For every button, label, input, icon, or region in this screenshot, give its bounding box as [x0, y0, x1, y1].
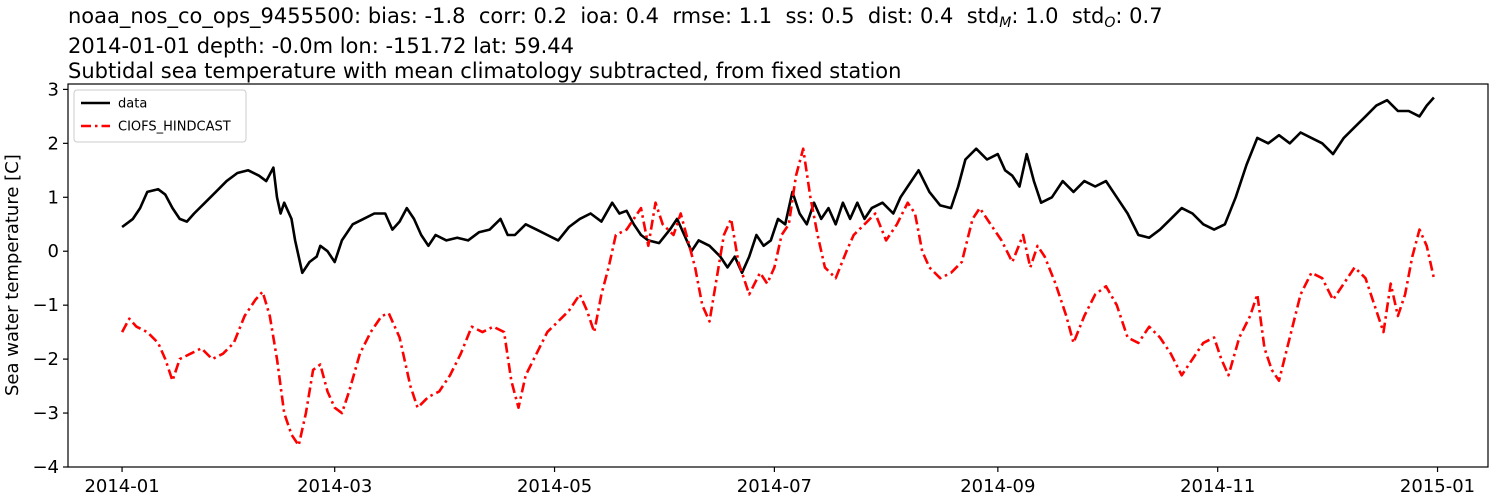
legend-box — [73, 89, 247, 143]
stat-corr: corr: 0.2 — [478, 4, 567, 28]
x-tick-label: 2014-07 — [737, 476, 812, 497]
y-tick-label: −1 — [32, 295, 59, 316]
x-tick-label: 2015-01 — [1400, 476, 1475, 497]
x-tick-label: 2014-09 — [960, 476, 1035, 497]
y-tick-label: 3 — [48, 79, 59, 100]
y-tick-label: 1 — [48, 187, 59, 208]
stat-std-o: stdO: 0.7 — [1071, 4, 1163, 31]
plot-frame — [67, 83, 1489, 468]
y-tick-label: 2 — [48, 133, 59, 154]
x-tick-label: 2014-05 — [517, 476, 592, 497]
station-id: noaa_nos_co_ops_9455500 — [68, 4, 355, 28]
y-tick-label: −4 — [32, 457, 59, 478]
stat-rmse: rmse: 1.1 — [672, 4, 773, 28]
x-tick-label: 2014-11 — [1180, 476, 1255, 497]
title-colon: : — [354, 4, 368, 28]
stat-std-m: stdM: 1.0 — [966, 4, 1059, 31]
x-tick-label: 2014-03 — [297, 476, 372, 497]
y-axis-label: Sea water temperature [C] — [2, 154, 23, 397]
legend-label-data: data — [118, 97, 147, 112]
y-tick-label: −3 — [32, 403, 59, 424]
chart-title-description: Subtidal sea temperature with mean clima… — [68, 59, 902, 83]
stat-ioa: ioa: 0.4 — [580, 4, 660, 28]
series-line-data — [121, 96, 1435, 275]
y-tick-label: 0 — [48, 241, 59, 262]
stat-bias: bias: -1.8 — [367, 4, 466, 28]
stat-dist: dist: 0.4 — [867, 4, 954, 28]
stat-ss: ss: 0.5 — [785, 4, 855, 28]
series-line-ciofs-hindcast — [120, 147, 1436, 447]
y-tick-label: −2 — [32, 349, 59, 370]
chart-title-location: 2014-01-01 depth: -0.0m lon: -151.72 lat… — [68, 34, 574, 58]
stat-list: bias: -1.8 corr: 0.2 ioa: 0.4 rmse: 1.1 … — [368, 4, 954, 28]
x-tick-label: 2014-01 — [84, 476, 159, 497]
chart-title-stats: noaa_nos_co_ops_9455500: bias: -1.8 corr… — [68, 4, 1163, 31]
legend-label-ciofs-hindcast: CIOFS_HINDCAST — [118, 120, 231, 135]
